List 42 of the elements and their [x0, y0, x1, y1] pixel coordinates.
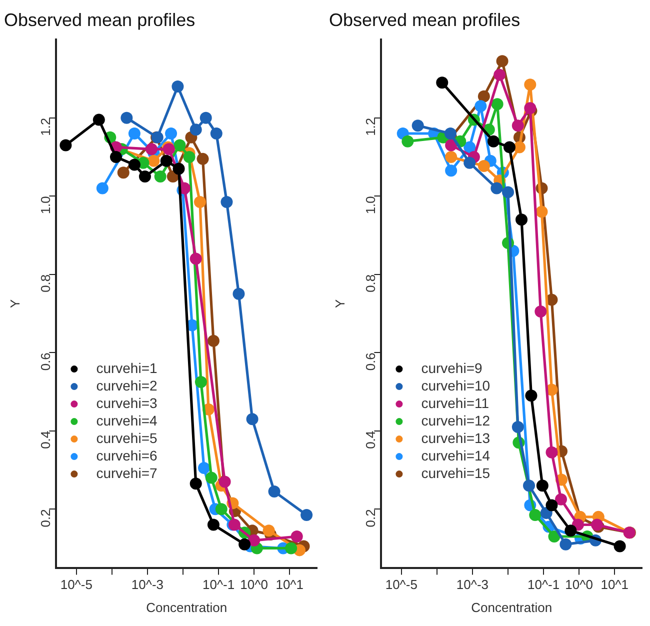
x-tick-label: 10^-3	[456, 577, 489, 592]
x-tick-label: 10^-5	[385, 577, 418, 592]
legend-label: curvehi=6	[96, 447, 158, 464]
x-tick-label: 10^1	[276, 577, 304, 592]
legend-label: curvehi=3	[96, 394, 158, 411]
y-tick-label: 0.8	[362, 274, 378, 292]
x-tick-label: 10^-3	[131, 577, 164, 592]
x-tick-label: 10^-5	[60, 577, 92, 592]
y-tick-label: 1.0	[38, 196, 53, 214]
y-tick-label: 0.8	[38, 274, 53, 292]
legend-label: curvehi=4	[96, 412, 158, 428]
y-tick-label: 1.0	[362, 196, 378, 214]
y-tick-label: 1.2	[362, 118, 378, 136]
x-axis-title: Concentration	[471, 600, 552, 615]
x-tick-label: 10^0	[240, 577, 268, 592]
y-tick-label: 0.2	[362, 509, 378, 528]
x-tick-label: 10^-1	[527, 577, 560, 592]
legend-label: curvehi=2	[96, 377, 158, 394]
legend-label: curvehi=10	[421, 377, 490, 394]
legend-label: curvehi=13	[421, 430, 490, 446]
legend-label: curvehi=1	[96, 360, 158, 376]
chart-title: Observed mean profiles	[329, 10, 520, 30]
legend-label: curvehi=5	[96, 430, 158, 446]
legend-label: curvehi=7	[96, 464, 158, 481]
y-tick-label: 1.2	[38, 118, 53, 136]
y-tick-label: 0.4	[362, 430, 378, 449]
x-tick-label: 10^1	[600, 577, 629, 592]
x-tick-label: 10^0	[565, 577, 593, 592]
y-tick-label: 0.6	[38, 352, 53, 371]
chart-title: Observed mean profiles	[4, 10, 196, 30]
x-tick-label: 10^-1	[202, 577, 235, 592]
y-tick-label: 0.6	[362, 352, 378, 371]
legend-label: curvehi=12	[421, 412, 490, 428]
legend-label: curvehi=11	[421, 394, 490, 411]
legend-label: curvehi=9	[421, 360, 483, 376]
y-axis-title: Y	[7, 299, 22, 308]
y-tick-label: 0.2	[38, 509, 53, 528]
x-axis-title: Concentration	[146, 600, 228, 615]
y-axis-title: Y	[332, 299, 348, 308]
y-tick-label: 0.4	[38, 430, 53, 449]
legend-label: curvehi=15	[421, 464, 490, 481]
legend-label: curvehi=14	[421, 447, 490, 464]
